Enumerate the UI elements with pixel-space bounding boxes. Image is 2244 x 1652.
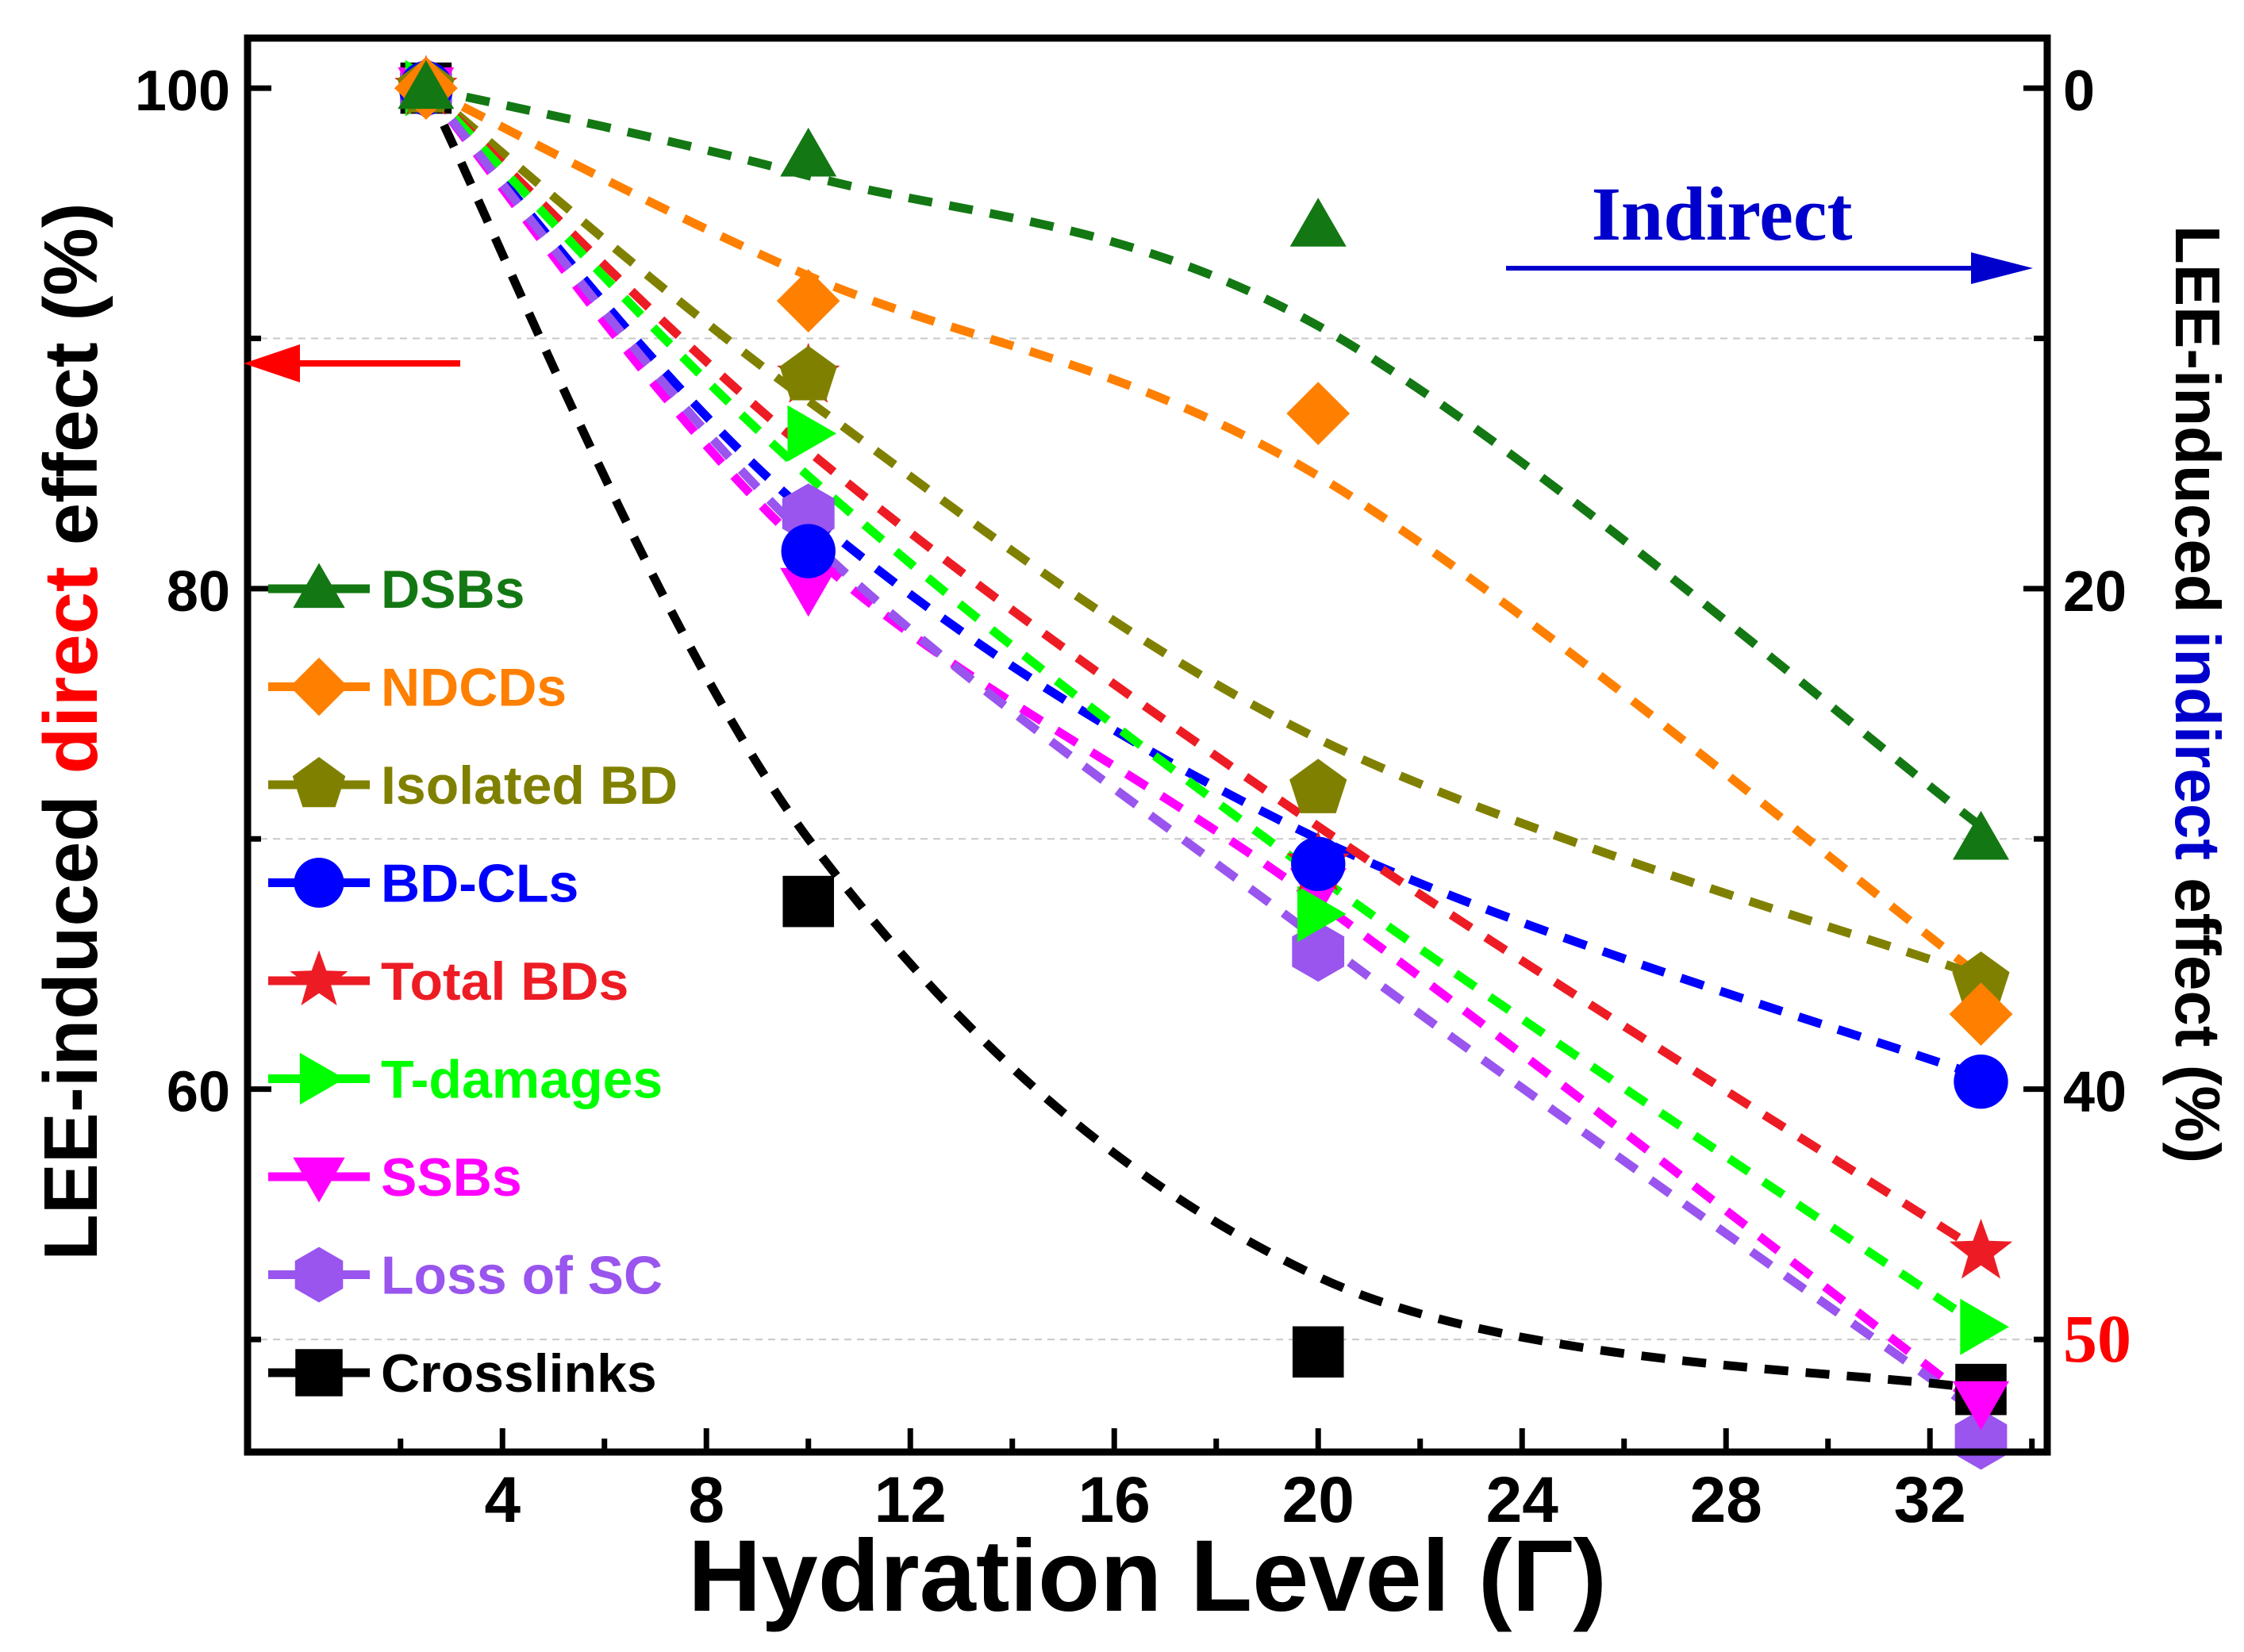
data-point [780,127,837,177]
data-point [1952,951,2010,1006]
legend-marker [293,563,345,609]
data-point [1292,1326,1344,1378]
data-point [787,405,837,462]
data-point [1960,1298,2009,1355]
direct-arrow-head [244,344,300,382]
x-tick-label: 12 [874,1464,947,1536]
x-tick-label: 24 [1486,1464,1559,1536]
x-axis-title: Hydration Level (Γ) [688,1519,1607,1633]
y2-tick-label: 0 [2063,60,2095,123]
y-tick-label: 100 [135,60,230,123]
legend: DSBs NDCDs Isolated BD BD-CLs Total BDs T-dam… [268,559,678,1404]
legend-label: T-damages [381,1050,663,1110]
y2-axis-title-suffix: effect (%) [2162,860,2233,1163]
indirect-annotation: Indirect [1506,171,2033,284]
legend-marker [293,1157,345,1203]
data-point [1949,982,2013,1046]
data-point [1289,759,1347,813]
fit-line [424,84,1984,981]
y-tick-label: 80 [167,560,230,624]
y2-tick-label: 50 [2063,1300,2131,1377]
legend-label: BD-CLs [381,854,578,914]
legend-label: Total BDs [381,951,628,1012]
data-point [1954,1055,2008,1109]
y2-tick-label: 20 [2063,560,2127,624]
y2-tick-label: 40 [2063,1061,2127,1124]
y-axis-title: LEE-induced direct effect (%) [29,202,113,1261]
plot-frame [244,34,2051,1456]
tick-labels: 4 8 12 16 20 24 28 32 60 80 100 0 20 40 50 [135,60,2131,1536]
data-point [1289,198,1347,247]
indirect-arrow-head [1971,252,2033,284]
legend-marker [292,757,346,808]
data-point [782,875,835,928]
y-axis-title-highlight: direct [29,567,113,774]
gridlines [248,337,2047,1341]
legend-label: NDCDs [381,658,567,718]
x-tick-label: 8 [688,1464,724,1536]
y2-axis-title-prefix: LEE-induced [2162,225,2233,631]
legend-marker [294,1247,344,1303]
direct-arrow [244,344,460,382]
legend-marker [295,1349,343,1397]
fit-line [422,85,1984,1419]
data-point [1949,1218,2013,1279]
data-point [779,345,837,401]
fit-lines [421,83,1984,1419]
fit-line [425,83,1984,830]
data-point [1952,810,2009,860]
fit-line [421,86,1982,1394]
data-point [1297,886,1347,943]
x-tick-label: 28 [1690,1464,1762,1536]
legend-label: Loss of SC [381,1246,663,1306]
legend-marker [290,657,348,717]
legend-label: Isolated BD [381,755,678,816]
legend-label: SSBs [381,1147,522,1208]
data-point [1291,836,1346,892]
legend-label: Crosslinks [381,1343,657,1404]
x-tick-label: 32 [1894,1464,1966,1536]
data-point [398,60,455,109]
x-tick-label: 20 [1282,1464,1354,1536]
y2-axis-title: LEE-induced indirect effect (%) [2162,225,2233,1163]
data-point [781,524,836,578]
axis-ticks [248,85,2047,1452]
y-tick-label: 60 [167,1061,230,1124]
fit-line [423,84,1983,981]
y2-axis-title-highlight: indirect [2162,631,2233,860]
fit-line [422,85,1984,1331]
y-axis-title-prefix: LEE-induced [29,774,113,1260]
fit-line [422,85,1983,1081]
y-axis-title-suffix: effect (%) [29,202,113,567]
legend-marker [290,950,348,1006]
legend-label: DSBs [381,559,524,620]
x-tick-label: 4 [484,1464,521,1536]
legend-marker [299,1052,345,1105]
x-tick-label: 16 [1078,1464,1151,1536]
data-point [1952,1381,2009,1431]
data-point [780,567,837,617]
data-point [776,269,840,333]
data-point [1286,382,1351,445]
fit-line [423,85,1984,1256]
indirect-label: Indirect [1592,171,1853,256]
legend-marker [294,858,344,908]
